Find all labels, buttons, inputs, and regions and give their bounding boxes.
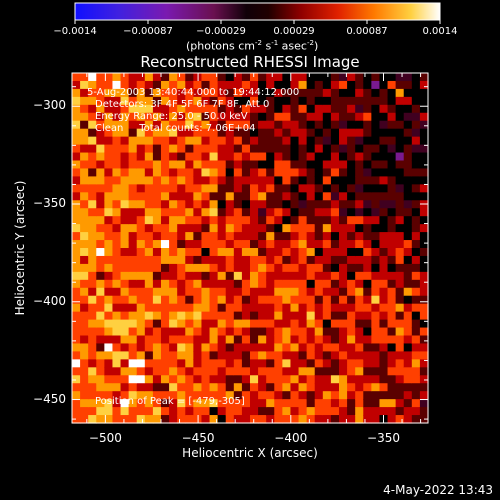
y-axis-label: Heliocentric Y (arcsec) — [13, 180, 27, 316]
y-tick-label: −400 — [33, 293, 66, 308]
colorbar-tick-label: 0.0014 — [422, 26, 458, 37]
x-tick-label: −400 — [274, 431, 308, 445]
y-tick-label: −300 — [33, 98, 66, 113]
colorbar-units: (photons cm-2 s-1 asec-2) — [186, 39, 319, 53]
annotation-detectors: Detectors: 3F 4F 5F 6F 7F 8F, Att 0 — [95, 99, 270, 110]
x-tick-label: −350 — [367, 431, 400, 445]
colorbar-tick-label: −0.00087 — [123, 26, 173, 37]
annotation-method: Clean Total counts: 7.06E+04 — [95, 123, 256, 134]
axis-ticks — [72, 73, 428, 423]
colorbar-ticks — [74, 20, 441, 24]
colorbar — [74, 2, 441, 21]
colorbar-tick-label: −0.0014 — [53, 26, 97, 37]
colorbar-tick-label: 0.00087 — [346, 26, 388, 37]
x-tick-label: −450 — [181, 431, 215, 445]
annotation-time-range: 5-Aug-2003 13:40:44.000 to 19:44:12.000 — [87, 87, 300, 98]
x-axis-label: Heliocentric X (arcsec) — [182, 446, 318, 460]
heatmap-image — [72, 73, 429, 424]
x-tick-label: −500 — [88, 431, 122, 445]
footer-date: 4-May-2022 13:43 — [383, 483, 493, 497]
annotation-energy-range: Energy Range: 25.0 - 50.0 keV — [95, 111, 248, 122]
annotation-peak: Position of Peak = [-479,-305] — [95, 396, 245, 407]
plot-frame — [71, 72, 429, 424]
colorbar-tick-label: 0.00029 — [273, 26, 315, 37]
y-tick-label: −350 — [33, 196, 66, 210]
chart-title: Reconstructed RHESSI Image — [140, 53, 360, 71]
y-tick-label: −450 — [33, 391, 66, 406]
colorbar-tick-label: −0.00029 — [196, 26, 246, 37]
